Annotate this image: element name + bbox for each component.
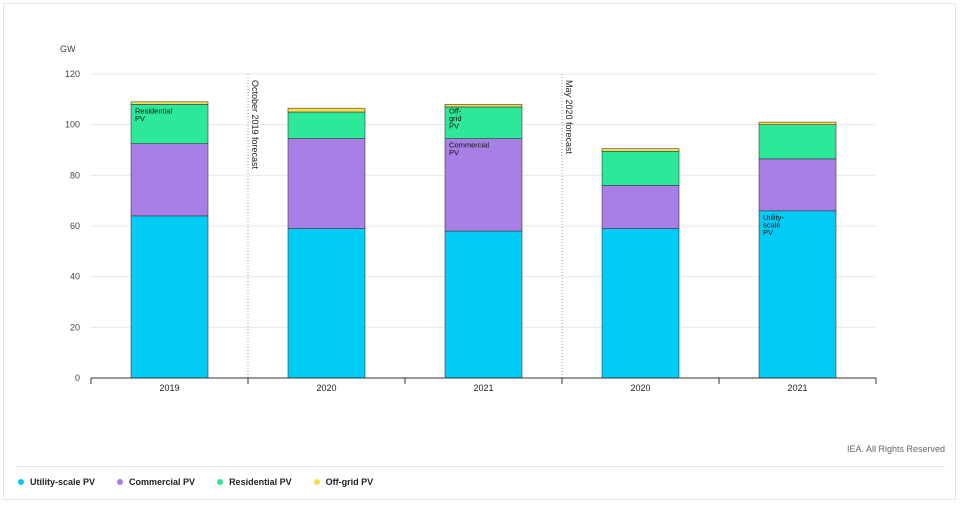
- y-axis-label: GW: [60, 44, 76, 54]
- legend-item[interactable]: Utility-scale PV: [18, 477, 95, 487]
- bar-segment: [287, 111, 366, 139]
- legend-swatch: [18, 479, 24, 485]
- bar-segment: [287, 138, 366, 229]
- bar-segment: [601, 148, 680, 152]
- bars: [130, 101, 837, 379]
- legend-item[interactable]: Residential PV: [217, 477, 292, 487]
- legend-swatch: [313, 479, 320, 485]
- data-annotation: Utility-scale PV: [763, 213, 784, 237]
- legend-separator: [16, 466, 945, 467]
- legend-item[interactable]: Off-grid PV: [313, 477, 374, 487]
- forecast-divider-label: May 2020 forecast: [564, 80, 574, 155]
- bar-segment: [601, 150, 680, 186]
- legend-label: Off-grid PV: [325, 477, 374, 487]
- x-tick-label: 2019: [159, 383, 179, 393]
- y-tick-label: 80: [70, 170, 80, 180]
- forecast-divider-label: October 2019 forecast: [250, 80, 260, 170]
- bar-segment: [130, 101, 209, 105]
- y-axis: 0 20 40 60 80 100 120: [65, 69, 80, 383]
- bar-segment: [758, 158, 837, 212]
- legend-swatch: [117, 479, 124, 485]
- bar-segment: [444, 230, 523, 379]
- bar-segment: [444, 106, 523, 139]
- y-tick-label: 20: [70, 322, 80, 332]
- x-tick-label: 2021: [473, 383, 493, 393]
- y-tick-label: 60: [70, 221, 80, 231]
- legend-label: Commercial PV: [129, 477, 196, 487]
- bar-segment: [287, 228, 366, 379]
- bar-segment: [130, 215, 209, 379]
- x-tick-label: 2021: [787, 383, 807, 393]
- bar-segment: [444, 104, 523, 108]
- bar-segment: [758, 121, 837, 125]
- bar-segment: [601, 228, 680, 379]
- y-tick-label: 100: [65, 120, 80, 130]
- legend-label: Utility-scale PV: [30, 477, 96, 487]
- bar-segment: [444, 138, 523, 232]
- legend-swatch: [217, 479, 224, 485]
- y-tick-label: 120: [65, 69, 80, 79]
- annotations: Residential PV Off-grid PV Commercial PV Utili…: [135, 106, 784, 236]
- forecast-dividers: October 2019 forecast May 2020 forecast: [247, 74, 574, 378]
- bar-segment: [130, 143, 209, 217]
- bar-segment: [758, 210, 837, 379]
- data-annotation: Commercial PV: [449, 141, 489, 158]
- legend: Utility-scale PV Commercial PV Residenti…: [18, 477, 373, 487]
- x-tick-label: 2020: [316, 383, 336, 393]
- bar-segment: [601, 185, 680, 229]
- bar-segment: [758, 124, 837, 160]
- x-tick-label: 2020: [630, 383, 650, 393]
- x-axis: 2019 2020 2021 2020 2021: [90, 377, 877, 393]
- y-tick-label: 40: [70, 272, 80, 282]
- credit-text: IEA. All Rights Reserved: [846, 444, 945, 454]
- bar-segment: [287, 107, 366, 113]
- legend-label: Residential PV: [229, 477, 292, 487]
- y-tick-label: 0: [75, 373, 80, 383]
- legend-item[interactable]: Commercial PV: [117, 477, 195, 487]
- data-annotation: Off-grid PV: [449, 106, 462, 130]
- data-annotation: Residential PV: [135, 106, 172, 123]
